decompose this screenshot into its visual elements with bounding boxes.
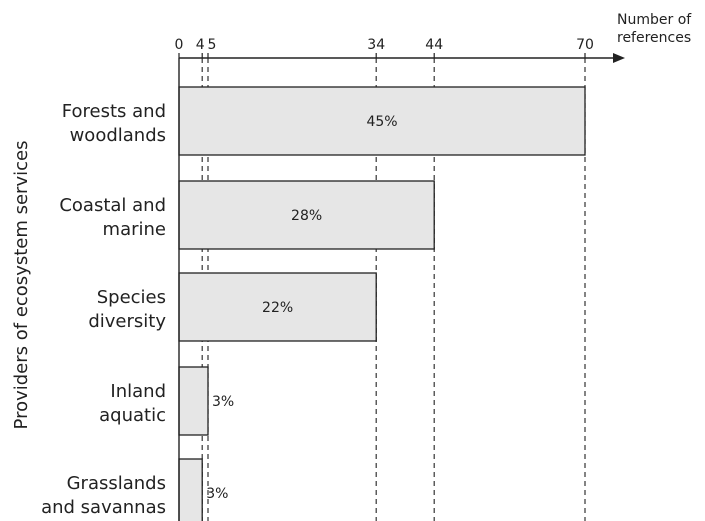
bar-0 bbox=[178, 86, 586, 156]
x-axis bbox=[178, 53, 625, 521]
category-label-0: Forests and woodlands bbox=[62, 101, 166, 146]
x-tick-labels: 0 4 5 34 44 70 bbox=[175, 37, 594, 58]
category-label-3: Inland aquatic bbox=[99, 381, 166, 426]
x-tick-label-3: 34 bbox=[367, 37, 385, 53]
value-label-4: 3% bbox=[206, 486, 228, 502]
value-label-0: 45% bbox=[366, 114, 397, 130]
x-tick-label-1: 4 bbox=[196, 37, 205, 53]
bar-3 bbox=[178, 366, 209, 436]
bar-2 bbox=[178, 272, 377, 342]
category-label-4: Grasslands and savannas bbox=[41, 473, 166, 518]
category-labels: Forests and woodlands Coastal and marine Spe… bbox=[41, 101, 166, 518]
x-tick-label-2: 5 bbox=[208, 37, 217, 53]
value-labels: 45% 28% 22% 3% 3% bbox=[206, 114, 397, 502]
x-tick-label-5: 70 bbox=[576, 37, 594, 53]
category-label-2: Species diversity bbox=[88, 287, 166, 332]
x-tick-label-0: 0 bbox=[175, 37, 184, 53]
x-axis-label: Number of references bbox=[617, 12, 692, 46]
bar-4 bbox=[178, 458, 203, 521]
y-axis-label: Providers of ecosystem services bbox=[11, 141, 32, 430]
x-tick-label-4: 44 bbox=[425, 37, 443, 53]
value-label-3: 3% bbox=[212, 394, 234, 410]
category-label-1: Coastal and marine bbox=[59, 195, 166, 240]
bars bbox=[178, 86, 586, 521]
x-axis-arrow-icon bbox=[613, 53, 625, 63]
bar-1 bbox=[178, 180, 435, 250]
value-label-1: 28% bbox=[291, 208, 322, 224]
value-label-2: 22% bbox=[262, 300, 293, 316]
